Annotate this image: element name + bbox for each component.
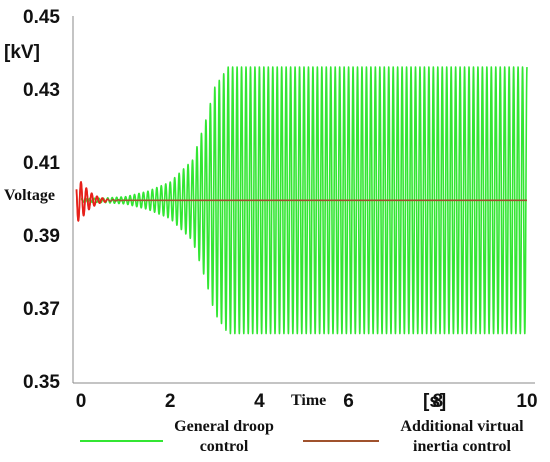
x-tick-label: 2: [165, 391, 176, 412]
series-layer: [75, 66, 528, 335]
legend-label-general-droop-line1: General droop: [174, 418, 274, 435]
x-axis-unit: [s]: [423, 391, 446, 412]
series-line-virtual-inertia: [75, 181, 528, 222]
y-tick-label: 0.39: [23, 226, 60, 247]
y-tick-label: 0.45: [23, 7, 60, 28]
x-tick-label: 8: [433, 391, 444, 412]
legend-item-general-droop: General droop control: [80, 418, 274, 455]
y-axis-label: Voltage: [4, 187, 55, 204]
legend-label-virtual-inertia-line2: inertia control: [413, 438, 511, 455]
legend-label-general-droop-line2: control: [200, 438, 249, 455]
legend-item-virtual-inertia: Additional virtual inertia control: [303, 418, 524, 455]
x-tick-labels: 0 2 4 6 8 10: [76, 391, 538, 412]
y-tick-label: 0.43: [23, 80, 60, 101]
y-axis-unit: [kV]: [4, 42, 40, 63]
legend-label-virtual-inertia-line1: Additional virtual: [400, 418, 524, 435]
y-tick-labels: 0.45 0.43 0.41 0.39 0.37 0.35: [23, 7, 60, 393]
y-tick-label: 0.35: [23, 372, 60, 393]
legend: General droop control Additional virtual…: [80, 418, 524, 455]
y-tick-label: 0.41: [23, 153, 60, 174]
series-line-virtual-inertia-transient: [75, 180, 108, 222]
x-tick-label: 10: [516, 391, 537, 412]
x-tick-label: 6: [343, 391, 354, 412]
plot-area: [72, 16, 535, 384]
x-axis-label: Time: [291, 392, 326, 409]
y-tick-label: 0.37: [23, 299, 60, 320]
x-tick-label: 0: [76, 391, 87, 412]
series-line-general-droop: [80, 66, 528, 335]
x-tick-label: 4: [254, 391, 265, 412]
